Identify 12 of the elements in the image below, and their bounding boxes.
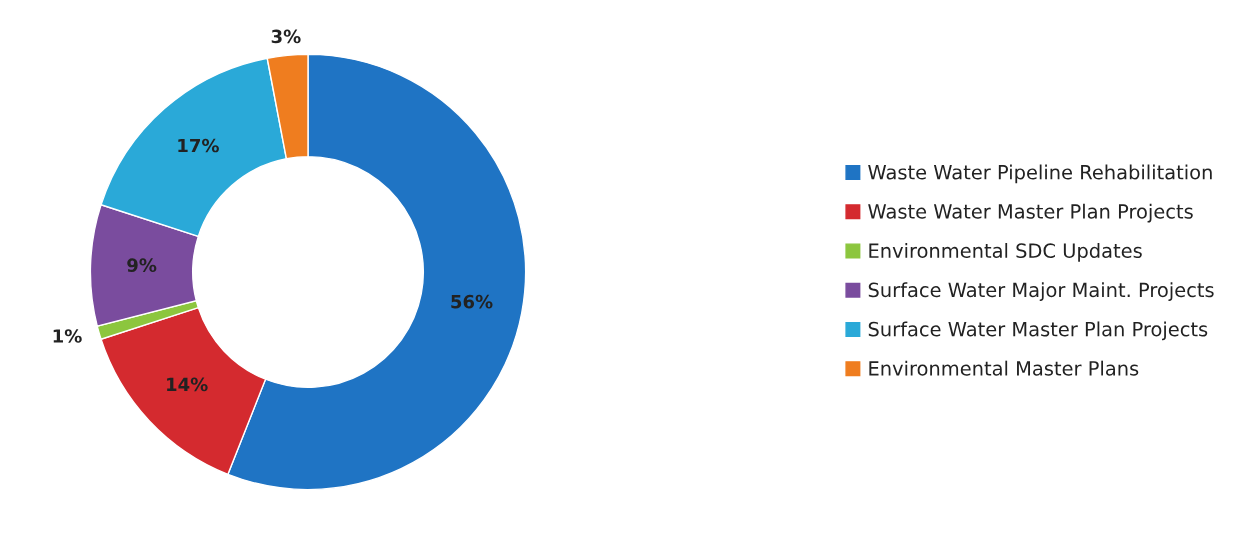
legend-label: Environmental SDC Updates — [869, 242, 1142, 262]
data-label: 1% — [53, 329, 82, 343]
data-label: 17% — [178, 138, 219, 153]
legend-label: Environmental Master Plans — [869, 360, 1139, 376]
legend-label: Waste Water Pipeline Rehabilitation — [868, 164, 1212, 184]
data-label: 14% — [167, 377, 208, 392]
data-label: 56% — [451, 294, 493, 309]
legend-label: Surface Water Major Maint. Projects — [868, 282, 1214, 302]
data-label: 9% — [127, 258, 157, 273]
legend-label: Surface Water Master Plan Projects — [868, 321, 1208, 341]
legend-label: Waste Water Master Plan Projects — [868, 203, 1193, 223]
data-label: 3% — [271, 29, 301, 44]
